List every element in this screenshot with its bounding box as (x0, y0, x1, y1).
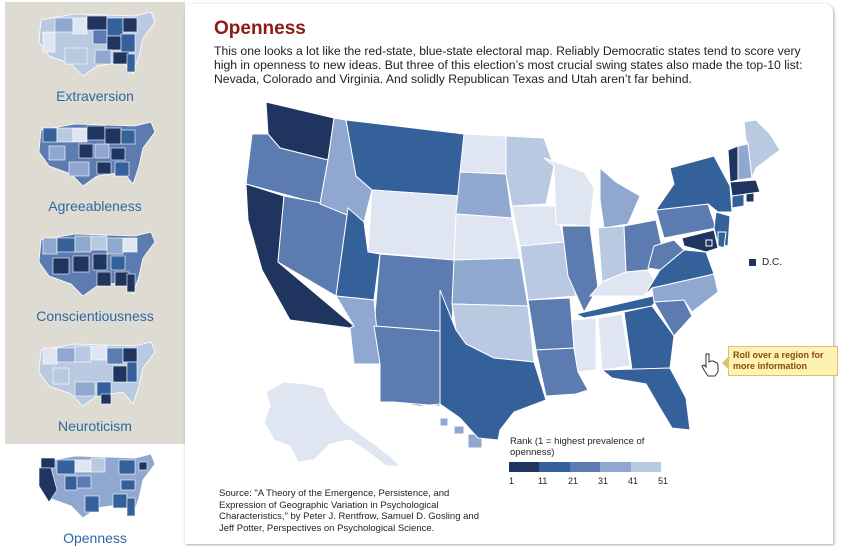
nav-label-conscientiousness: Conscientiousness (36, 308, 154, 324)
legend-tick: 11 (538, 476, 548, 486)
state-ga[interactable] (623, 305, 675, 371)
state-hi[interactable] (439, 417, 449, 427)
state-wy[interactable] (367, 189, 461, 261)
state-fl[interactable] (600, 367, 691, 431)
intro-text: This one looks a lot like the red-state,… (214, 44, 803, 86)
state-tx[interactable] (391, 289, 547, 441)
rollover-tooltip: Roll over a region for more information (728, 346, 838, 376)
dc-legend-item[interactable]: D.C. (749, 257, 782, 268)
legend-tick: 41 (628, 476, 639, 486)
state-mo[interactable] (519, 241, 577, 301)
state-dc[interactable] (705, 239, 713, 247)
state-az[interactable] (335, 295, 381, 365)
state-hi-island[interactable] (453, 425, 465, 435)
nav-label-neuroticism: Neuroticism (58, 418, 132, 434)
neuroticism-map-thumbnail (38, 341, 156, 407)
legend-swatch-1 (509, 462, 540, 472)
openness-map-thumbnail (38, 453, 156, 519)
state-il[interactable] (561, 225, 599, 314)
state-me[interactable] (743, 119, 781, 179)
hand-cursor-icon (701, 353, 719, 377)
legend-tick: 21 (568, 476, 579, 486)
dc-label: D.C. (762, 257, 782, 268)
legend-swatch-4 (600, 462, 631, 472)
state-de[interactable] (717, 231, 727, 249)
sidebar: Extraversion Agreeableness (5, 2, 185, 546)
state-nd[interactable] (459, 133, 507, 175)
state-ks[interactable] (451, 257, 529, 307)
state-wv[interactable] (647, 239, 685, 271)
conscientiousness-map-thumbnail (38, 231, 156, 297)
state-sd[interactable] (455, 171, 513, 219)
state-al[interactable] (597, 313, 631, 371)
legend-swatch-2 (539, 462, 570, 472)
page-title: Openness (214, 18, 306, 39)
legend-tick: 31 (598, 476, 609, 486)
state-vt[interactable] (727, 145, 739, 183)
tooltip-arrow (722, 357, 728, 369)
legend-title: Rank (1 = highest prevalence of openness… (510, 436, 645, 458)
source-citation: Source: "A Theory of the Emergence, Pers… (219, 488, 479, 534)
nav-item-neuroticism[interactable]: Neuroticism (5, 332, 185, 440)
state-ms[interactable] (571, 317, 597, 373)
agreeableness-map-thumbnail (38, 121, 156, 187)
state-mi[interactable] (599, 166, 641, 229)
extraversion-map-thumbnail (38, 11, 156, 77)
nav-item-agreeableness[interactable]: Agreeableness (5, 112, 185, 220)
legend-swatch-3 (569, 462, 601, 472)
legend-color-scale (509, 462, 662, 472)
legend-tick: 51 (658, 476, 669, 486)
state-ak[interactable] (263, 381, 402, 467)
legend-tick: 1 (509, 476, 515, 486)
nav-label-extraversion: Extraversion (56, 88, 134, 104)
state-mn[interactable] (505, 135, 555, 207)
nav-item-openness[interactable]: Openness (5, 444, 185, 546)
us-openness-map[interactable] (244, 100, 784, 470)
nav-item-conscientiousness[interactable]: Conscientiousness (5, 222, 185, 330)
state-ne[interactable] (453, 213, 521, 261)
nav-label-agreeableness: Agreeableness (48, 198, 142, 214)
state-ar[interactable] (527, 297, 575, 351)
state-ma[interactable] (729, 179, 761, 197)
nav-item-extraversion[interactable]: Extraversion (5, 2, 185, 110)
nav-label-openness: Openness (63, 530, 127, 546)
legend-swatch-5 (630, 462, 662, 472)
state-ny[interactable] (654, 155, 733, 213)
dc-swatch (749, 258, 756, 266)
